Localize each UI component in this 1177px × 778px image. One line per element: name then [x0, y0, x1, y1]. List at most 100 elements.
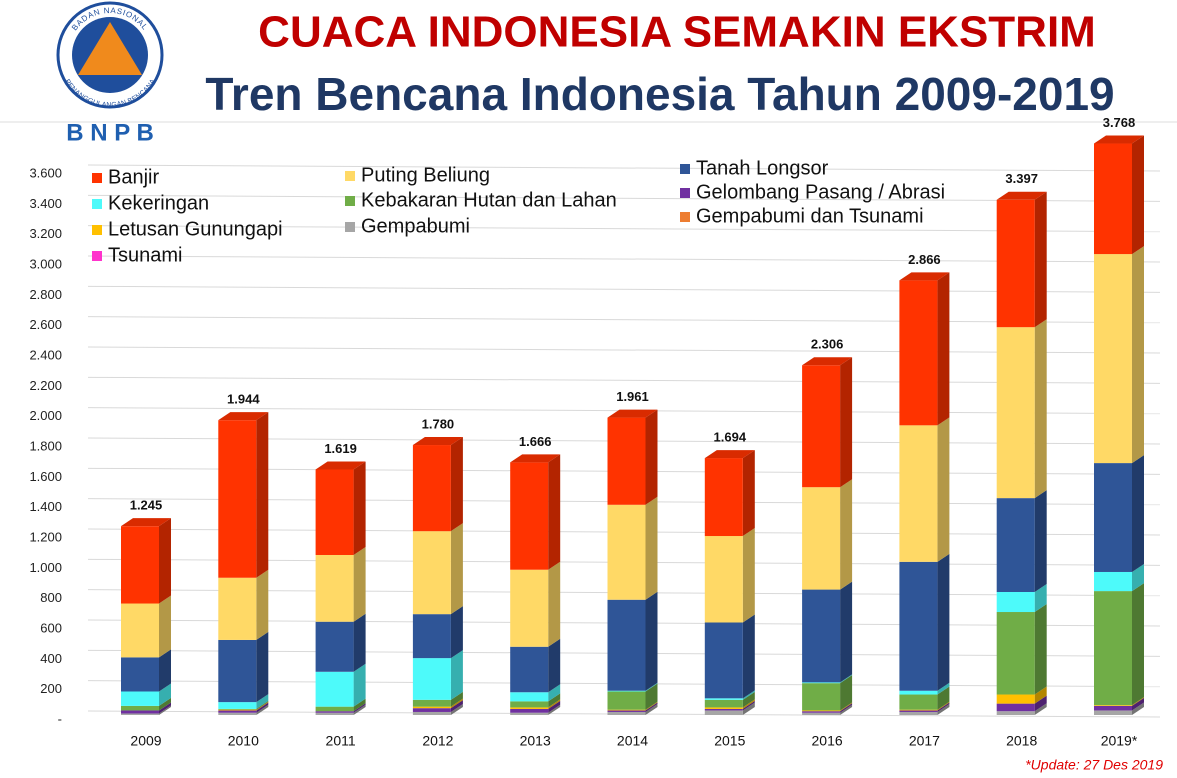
grid-line — [87, 225, 1161, 233]
bar-side — [1034, 686, 1047, 704]
bar-segment — [315, 706, 354, 712]
bar-segment — [121, 657, 159, 692]
y-tick-label: 2.200 — [29, 378, 62, 393]
grid-line — [87, 346, 1161, 354]
bar-side — [645, 701, 658, 711]
bar-segment — [704, 708, 743, 711]
bar-segment — [802, 712, 841, 715]
bar-segment — [607, 709, 646, 711]
bar-segment — [1094, 571, 1132, 592]
bar-side — [645, 409, 658, 505]
bar-segment — [412, 706, 451, 709]
bar-side — [159, 595, 171, 658]
bar-side — [450, 523, 463, 615]
bar-segment — [607, 417, 646, 505]
legend-label: Tsunami — [108, 244, 182, 266]
bar-segment — [510, 712, 549, 715]
bar-segment — [996, 327, 1035, 499]
y-tick-label: 3.200 — [29, 226, 62, 241]
bar-segment — [704, 458, 743, 537]
bar-side — [450, 698, 463, 709]
y-tick-label: 1.600 — [29, 469, 62, 484]
legend-label: Kekeringan — [108, 192, 209, 214]
legend: Gempabumi Gempabumi dan Tsunami Tsunami Gel… — [92, 157, 945, 266]
legend-label: Tanah Longsor — [696, 157, 829, 179]
bar-segment — [607, 710, 646, 712]
y-tick-label: - — [58, 711, 62, 726]
bar-segment — [802, 589, 841, 683]
bar-side — [937, 686, 950, 710]
bar-segment — [412, 614, 451, 659]
x-tick-label: 2013 — [520, 733, 551, 749]
y-tick-label: 1.200 — [29, 529, 62, 544]
y-tick-label: 1.400 — [29, 499, 62, 514]
total-label: 2.866 — [908, 252, 941, 267]
bar-segment — [510, 569, 549, 647]
legend-swatch — [92, 173, 102, 183]
bar-segment — [218, 708, 257, 710]
total-label: 1.961 — [616, 389, 649, 404]
y-tick-label: 200 — [40, 681, 62, 696]
bar-segment — [412, 658, 451, 700]
bar-side — [256, 694, 269, 709]
bar-segment — [996, 612, 1035, 695]
y-tick-label: 1.800 — [29, 438, 62, 453]
total-label: 1.694 — [714, 430, 747, 445]
bar-top — [1094, 135, 1144, 144]
total-label: 1.944 — [227, 392, 260, 407]
bar-side — [645, 591, 658, 691]
bar-segment — [899, 711, 938, 715]
bar-segment — [996, 591, 1035, 613]
bar-side — [256, 700, 269, 710]
bar-top — [899, 272, 950, 281]
y-tick-label: 800 — [40, 590, 62, 605]
chart-subtitle: Tren Bencana Indonesia Tahun 2009-2019 — [205, 68, 1114, 120]
legend-swatch — [92, 199, 102, 209]
bar-segment — [704, 536, 743, 623]
bar-segment — [607, 711, 646, 715]
bar-side — [353, 704, 366, 715]
bar-side — [1132, 135, 1144, 255]
y-tick-label: 3.600 — [29, 165, 62, 180]
bar-segment — [412, 711, 451, 715]
bar-segment — [899, 694, 938, 710]
bar-segment — [899, 280, 938, 426]
bar-segment — [315, 554, 354, 622]
bar-side — [450, 703, 463, 715]
bar-segment — [1094, 591, 1132, 706]
bar-top — [121, 518, 171, 527]
bar-segment — [607, 690, 646, 692]
bar-segment — [121, 713, 159, 715]
bar-side — [1132, 246, 1144, 464]
x-tick-label: 2017 — [909, 733, 940, 749]
chart-title: CUACA INDONESIA SEMAKIN EKSTRIM — [258, 8, 1096, 57]
bar-segment — [802, 710, 841, 712]
bar-segment — [218, 710, 257, 713]
bar-side — [840, 357, 853, 488]
legend-label: Puting Beliung — [361, 164, 490, 186]
bar-side — [840, 703, 853, 713]
bar-side — [1034, 583, 1047, 613]
bar-side — [159, 649, 171, 692]
bar-side — [840, 479, 853, 590]
legend-swatch — [680, 164, 690, 174]
grid-line — [87, 255, 1161, 263]
bar-segment — [802, 683, 841, 711]
bar-segment — [996, 694, 1035, 704]
bar-side — [256, 569, 269, 640]
bar-segment — [510, 701, 549, 708]
bar-segment — [899, 709, 938, 711]
x-tick-label: 2018 — [1006, 733, 1037, 749]
bar-segment — [218, 420, 257, 578]
bar-side — [742, 699, 755, 709]
bar-side — [742, 614, 755, 699]
bar-side — [159, 697, 171, 711]
y-tick-label: 600 — [40, 620, 62, 635]
bar-top — [218, 412, 269, 421]
bar-segment — [607, 504, 646, 600]
bar-segment — [315, 711, 354, 713]
grid-line — [87, 194, 1161, 202]
legend-swatch — [92, 225, 102, 235]
x-tick-label: 2016 — [812, 733, 843, 749]
bar-side — [256, 702, 269, 713]
